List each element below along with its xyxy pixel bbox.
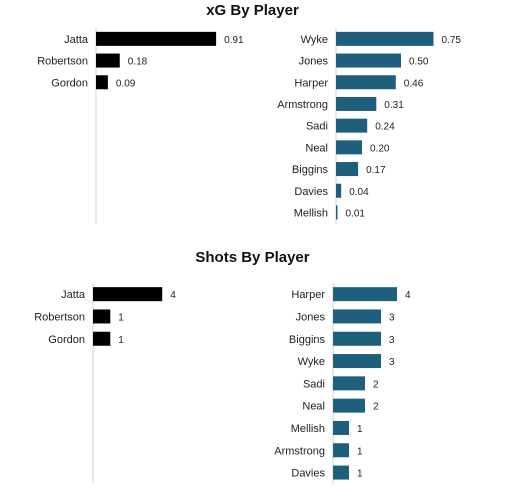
xg-right-value-label-davies: 0.04 [349,187,369,198]
shots-left-value-label-gordon: 1 [118,335,124,346]
xg-right-bar-mellish [336,205,338,220]
shots-right-value-label-armstrong: 1 [357,446,363,457]
xg-left-category-label-jatta: Jatta [64,34,89,46]
xg-right-bar-sadi [336,118,368,133]
shots-right-value-label-wyke: 3 [389,357,395,368]
xg-right-category-label-jones: Jones [299,56,329,68]
shots-right-category-label-wyke: Wyke [298,356,325,368]
shots-right-value-label-harper: 4 [405,290,411,301]
xg-left-value-label-robertson: 0.18 [128,57,148,68]
xg-chart-title: xG By Player [206,2,299,19]
shots-right-category-label-biggins: Biggins [289,334,326,346]
xg-left-bar-jatta [96,31,217,46]
xg-right-value-label-jones: 0.50 [409,57,429,68]
xg-left-team-bar-chart: Jatta 0.91 Robertson 0.18 Gordon 0.09 [37,28,244,224]
shots-chart-title: Shots By Player [195,249,310,266]
xg-right-category-label-biggins: Biggins [292,164,329,176]
shots-right-bar-wyke [333,354,381,369]
shots-right-value-label-davies: 1 [357,469,363,480]
xg-right-category-label-harper: Harper [294,77,328,89]
xg-left-bar-gordon [96,75,108,90]
shots-right-value-label-sadi: 2 [373,379,379,390]
xg-right-category-label-davies: Davies [294,186,328,198]
shots-left-value-label-robertson: 1 [118,312,124,323]
shots-left-team-bar-chart: Jatta 4 Robertson 1 Gordon 1 [34,283,176,483]
shots-right-category-label-harper: Harper [291,289,325,301]
shots-right-value-label-neal: 2 [373,402,379,413]
shots-left-bar-gordon [93,331,111,346]
shots-left-value-label-jatta: 4 [170,290,176,301]
xg-right-category-label-wyke: Wyke [301,34,328,46]
xg-left-value-label-gordon: 0.09 [116,78,136,89]
shots-right-category-label-jones: Jones [296,311,326,323]
xg-right-bar-davies [336,183,342,198]
shots-right-bar-sadi [333,376,365,391]
xg-left-category-label-gordon: Gordon [51,77,88,89]
xg-left-bar-robertson [96,53,120,68]
xg-right-bar-wyke [336,31,434,46]
xg-right-bar-jones [336,53,401,68]
xg-right-value-label-mellish: 0.01 [346,208,366,219]
shots-right-bar-armstrong [333,443,349,458]
shots-left-category-label-jatta: Jatta [61,289,86,301]
shots-right-value-label-biggins: 3 [389,335,395,346]
shots-right-category-label-armstrong: Armstrong [274,445,325,457]
xg-right-category-label-armstrong: Armstrong [277,99,328,111]
xg-right-value-label-biggins: 0.17 [366,165,386,176]
shots-right-value-label-mellish: 1 [357,424,363,435]
shots-left-bar-robertson [93,309,111,324]
shots-right-category-label-mellish: Mellish [291,423,325,435]
xg-right-category-label-mellish: Mellish [294,207,328,219]
shots-right-bar-mellish [333,420,349,435]
xg-right-value-label-neal: 0.20 [370,143,390,154]
xg-left-value-label-jatta: 0.91 [224,35,244,46]
xg-right-category-label-neal: Neal [305,142,328,154]
xg-right-bar-biggins [336,162,359,177]
xg-left-category-label-robertson: Robertson [37,56,88,68]
xg-right-value-label-wyke: 0.75 [442,35,462,46]
shots-right-value-label-jones: 3 [389,312,395,323]
shots-right-bar-harper [333,287,397,302]
shots-right-team-bar-chart: Harper 4 Jones 3 Biggins 3 Wyke 3 Sadi 2 Neal 2 Mell… [274,283,411,484]
xg-right-team-bar-chart: Wyke 0.75 Jones 0.50 Harper 0.46 Armstrong 0.31… [277,28,462,224]
shots-left-category-label-robertson: Robertson [34,311,85,323]
xg-right-value-label-sadi: 0.24 [375,122,395,133]
xg-right-bar-neal [336,140,362,155]
shots-left-bar-jatta [93,287,163,302]
shots-left-category-label-gordon: Gordon [48,334,85,346]
shots-right-bar-jones [333,309,381,324]
shots-right-bar-neal [333,398,365,413]
xg-right-value-label-armstrong: 0.31 [384,100,404,111]
xg-right-category-label-sadi: Sadi [306,121,328,133]
shots-right-category-label-sadi: Sadi [303,378,325,390]
shots-right-bar-davies [333,465,349,480]
shots-right-category-label-neal: Neal [302,401,325,413]
shots-right-category-label-davies: Davies [291,468,325,480]
xg-right-bar-armstrong [336,96,377,111]
xg-right-bar-harper [336,75,396,90]
xg-right-value-label-harper: 0.46 [404,78,424,89]
shots-right-bar-biggins [333,331,381,346]
